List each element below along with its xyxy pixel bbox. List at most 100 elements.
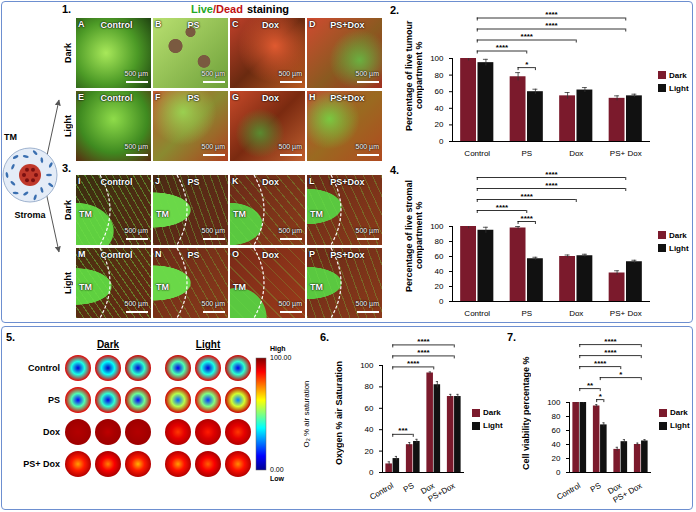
- svg-text:PS+Dox: PS+Dox: [426, 481, 456, 504]
- svg-text:0: 0: [556, 468, 561, 477]
- html-text:PS+Dox: PS+Dox: [330, 93, 365, 103]
- html-text:TM: TM: [233, 209, 246, 219]
- svg-text:100: 100: [430, 54, 444, 63]
- svg-text:60: 60: [435, 87, 444, 96]
- html-text:Control: Control: [100, 20, 133, 30]
- html-text:Live / Dead staining: Live / Dead staining: [190, 3, 290, 15]
- svg-text:****: ****: [417, 337, 430, 346]
- svg-text:80: 80: [435, 237, 444, 246]
- svg-text:40: 40: [365, 425, 374, 434]
- svg-text:****: ****: [594, 359, 607, 368]
- svg-text:100: 100: [360, 361, 374, 370]
- svg-text:Dox: Dox: [569, 309, 583, 318]
- svg-text:0: 0: [439, 137, 444, 146]
- html-text:Percentage of live stromal com: Percentage of live stromal compartment %: [404, 179, 424, 292]
- html-text:TM: TM: [79, 209, 92, 219]
- svg-text:Light: Light: [196, 339, 221, 350]
- html-text:Light: Light: [63, 115, 73, 137]
- svg-text:****: ****: [545, 181, 558, 190]
- svg-text:****: ****: [417, 348, 430, 357]
- html-text:PS: PS: [187, 93, 200, 103]
- svg-text:PS: PS: [521, 149, 532, 158]
- svg-text:****: ****: [604, 348, 617, 357]
- svg-text:Control: Control: [28, 363, 60, 373]
- svg-text:60: 60: [435, 252, 444, 261]
- html-text:1.: 1.: [62, 3, 72, 15]
- svg-text:TM: TM: [4, 132, 17, 142]
- svg-text:20: 20: [435, 282, 444, 291]
- svg-text:PS: PS: [589, 481, 603, 494]
- svg-text:****: ****: [521, 214, 534, 223]
- html-text:TM: TM: [156, 282, 169, 292]
- html-text:PS: PS: [187, 20, 200, 30]
- svg-text:PS+ Dox: PS+ Dox: [23, 459, 60, 469]
- svg-text:20: 20: [365, 447, 374, 456]
- html-text:Dox: Dox: [262, 177, 279, 187]
- svg-text:*: *: [619, 370, 623, 379]
- html-text:PS: PS: [187, 250, 200, 260]
- svg-text:****: ****: [545, 10, 558, 19]
- svg-text:60: 60: [365, 404, 374, 413]
- svg-text:****: ****: [545, 21, 558, 30]
- svg-text:0: 0: [369, 468, 374, 477]
- svg-text:20: 20: [435, 120, 444, 129]
- html-text:Control: Control: [100, 250, 133, 260]
- svg-text:0.00: 0.00: [270, 466, 284, 473]
- svg-text:80: 80: [552, 412, 561, 421]
- svg-text:100: 100: [547, 398, 561, 407]
- svg-text:****: ****: [521, 32, 534, 41]
- svg-text:PS+ Dox: PS+ Dox: [610, 309, 642, 318]
- svg-text:Dox: Dox: [43, 427, 60, 437]
- svg-text:****: ****: [521, 192, 534, 201]
- html-text:Control: Control: [100, 177, 133, 187]
- svg-text:PS: PS: [521, 309, 532, 318]
- svg-text:****: ****: [407, 359, 420, 368]
- svg-text:Control: Control: [464, 149, 490, 158]
- svg-text:PS+ Dox: PS+ Dox: [611, 481, 643, 505]
- svg-text:Dark: Dark: [97, 339, 120, 350]
- svg-text:40: 40: [552, 440, 561, 449]
- svg-text:Stroma: Stroma: [14, 210, 46, 220]
- svg-text:****: ****: [496, 43, 509, 52]
- svg-text:0: 0: [439, 297, 444, 306]
- svg-text:PS+ Dox: PS+ Dox: [610, 149, 642, 158]
- html-text:TM: TM: [156, 209, 169, 219]
- svg-text:*: *: [525, 60, 529, 69]
- svg-text:40: 40: [435, 267, 444, 276]
- svg-text:Control: Control: [555, 481, 582, 502]
- svg-text:40: 40: [435, 104, 444, 113]
- svg-text:****: ****: [604, 337, 617, 346]
- html-text:PS+Dox: PS+Dox: [330, 177, 365, 187]
- html-text:Dark: Dark: [63, 200, 73, 220]
- svg-text:****: ****: [545, 170, 558, 179]
- svg-text:High: High: [270, 345, 286, 353]
- svg-text:**: **: [587, 381, 594, 390]
- html-text:Control: Control: [100, 93, 133, 103]
- html-text:Dox: Dox: [262, 93, 279, 103]
- svg-text:60: 60: [552, 426, 561, 435]
- html-text:PS+Dox: PS+Dox: [330, 20, 365, 30]
- svg-text:Control: Control: [368, 481, 395, 502]
- svg-text:80: 80: [435, 71, 444, 80]
- html-text:Light: Light: [63, 272, 73, 294]
- svg-text:80: 80: [365, 382, 374, 391]
- svg-text:Control: Control: [464, 309, 490, 318]
- html-text:TM: TM: [310, 209, 323, 219]
- svg-text:PS: PS: [402, 481, 416, 494]
- html-text:3.: 3.: [62, 162, 72, 174]
- html-text:Dox: Dox: [262, 20, 279, 30]
- html-text:Dark: Dark: [63, 43, 73, 63]
- html-text:Percentage of live tumour comp: Percentage of live tumour compartment %: [404, 20, 424, 131]
- svg-text:*: *: [599, 392, 603, 401]
- svg-text:Low: Low: [270, 475, 285, 482]
- svg-text:***: ***: [398, 426, 408, 435]
- svg-text:100: 100: [430, 222, 444, 231]
- svg-text:PS: PS: [48, 395, 60, 405]
- svg-text:20: 20: [552, 454, 561, 463]
- svg-text:O₂ % air saturation: O₂ % air saturation: [302, 380, 311, 447]
- svg-text:Dox: Dox: [569, 149, 583, 158]
- svg-text:100.00: 100.00: [270, 354, 292, 361]
- html-text:PS: PS: [187, 177, 200, 187]
- svg-text:****: ****: [496, 203, 509, 212]
- html-text:TM: TM: [79, 282, 92, 292]
